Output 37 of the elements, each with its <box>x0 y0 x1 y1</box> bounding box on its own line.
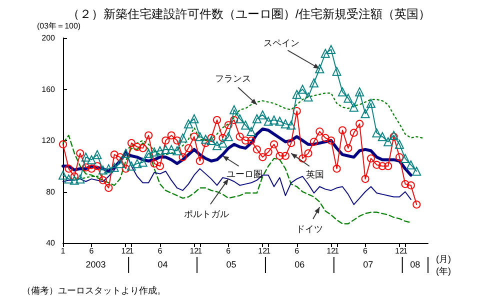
x-tick-label: 1 <box>266 246 272 256</box>
annotation: 英国 <box>306 169 324 180</box>
x-tick-label: 12 <box>258 246 268 256</box>
x-tick-label: 6 <box>158 246 163 256</box>
y-tick-label: 80 <box>46 187 56 196</box>
y-tick-label: 120 <box>42 136 56 145</box>
y-tick-label: 200 <box>42 34 56 42</box>
text: （備考）ユーロスタットより作成。 <box>22 286 166 296</box>
x-tick-label: 1 <box>129 246 134 256</box>
x-tick-label: 1 <box>402 246 408 256</box>
chart-title: （２）新築住宅建設許可件数（ユーロ圏）/住宅新規受注額（英国） <box>67 7 431 21</box>
x-axis-title: (月) (年) <box>436 254 451 276</box>
y-tick-label: 40 <box>46 238 56 248</box>
annotation: フランス <box>214 74 251 84</box>
y-tick-label: 160 <box>42 84 56 94</box>
annotation: ポルトガル <box>184 208 229 219</box>
x-tick-label: 6 <box>294 246 300 256</box>
y-axis-title: (03年＝100) <box>37 22 81 30</box>
x-tick-label: 12 <box>395 246 404 256</box>
annotation: ドイツ <box>296 224 324 234</box>
annotation: ユーロ圏 <box>226 168 263 179</box>
text: 2003 <box>86 260 106 270</box>
text: 08 <box>410 260 420 270</box>
text: 05 <box>226 260 236 270</box>
x-tick-label: 1 <box>198 246 203 256</box>
x-tick-label: 12 <box>326 246 336 256</box>
text: 06 <box>294 260 305 270</box>
text: 04 <box>158 260 168 270</box>
x-tick-label: 12 <box>121 246 131 256</box>
x-tick-label: 1 <box>334 246 340 256</box>
x-tick-label: 6 <box>363 246 368 256</box>
x-tick-label: 1 <box>60 246 66 256</box>
x-tick-label: 6 <box>226 246 232 256</box>
text: 07 <box>363 260 374 270</box>
annotation: スペイン <box>264 38 300 48</box>
x-tick-label: 6 <box>89 246 94 256</box>
x-tick-label: 12 <box>190 246 200 256</box>
